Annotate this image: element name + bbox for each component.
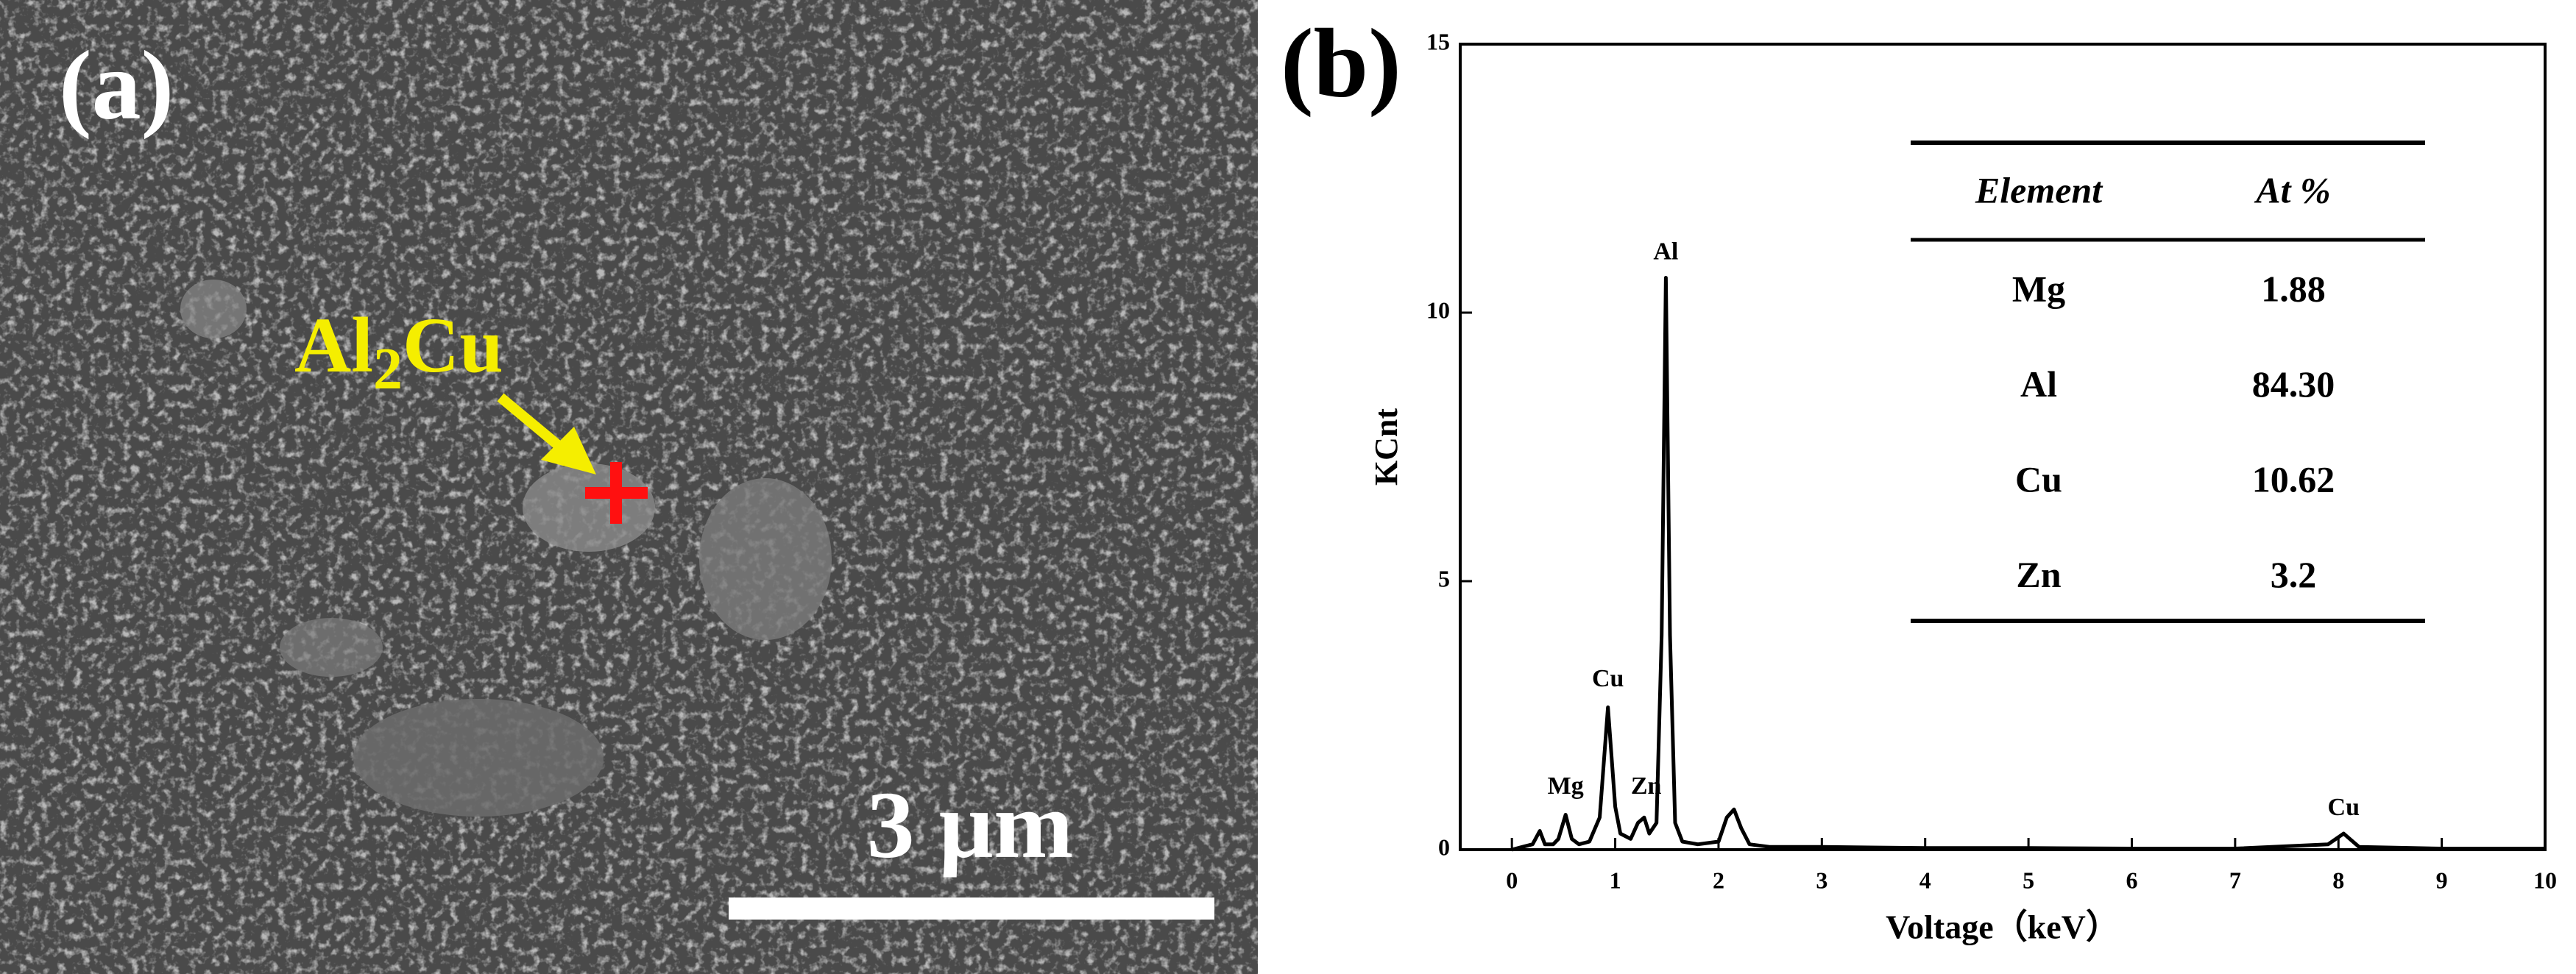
y-tick-label: 10 <box>1426 296 1450 323</box>
table-cell: Al <box>2020 363 2057 405</box>
x-tick-label: 6 <box>2126 867 2137 893</box>
phase-main: Al <box>294 302 373 389</box>
x-axis-label: Voltage（keV） <box>1886 909 2120 946</box>
peak-label: Mg <box>1548 772 1584 800</box>
scale-bar <box>729 897 1214 920</box>
x-tick-label: 5 <box>2023 867 2034 893</box>
x-tick-label: 9 <box>2436 867 2448 893</box>
spectrum-line <box>1511 276 2545 852</box>
x-tick-label: 4 <box>1919 867 1931 893</box>
x-tick-label: 8 <box>2332 867 2344 893</box>
table-cell: 84.30 <box>2252 363 2335 405</box>
y-axis-label: KCnt <box>1368 408 1404 486</box>
panel-label: (a) <box>59 31 174 140</box>
x-tick-label: 2 <box>1713 867 1724 893</box>
table-cell: 3.2 <box>2271 554 2317 595</box>
peak-label: Zn <box>1631 772 1662 800</box>
panel-label: (b) <box>1281 9 1401 118</box>
plot-frame <box>1459 43 2547 851</box>
x-tick-label: 3 <box>1816 867 1827 893</box>
arrow-head <box>541 427 596 474</box>
phase-label: Al2Cu <box>294 302 503 402</box>
table-cell: Cu <box>2015 458 2062 500</box>
table-cell: 1.88 <box>2261 268 2326 309</box>
x-tick-label: 10 <box>2533 867 2557 893</box>
arrow-shaft <box>497 393 570 457</box>
table-cell: 10.62 <box>2252 458 2335 500</box>
phase-tail: Cu <box>403 302 503 389</box>
peak-label: Cu <box>1592 665 1624 692</box>
phase-sub: 2 <box>373 337 403 402</box>
x-tick-label: 0 <box>1506 867 1518 893</box>
y-tick-label: 15 <box>1426 28 1450 54</box>
table-cell: Mg <box>2012 268 2065 309</box>
table-header: At % <box>2254 169 2330 210</box>
x-tick-label: 7 <box>2229 867 2241 893</box>
scale-bar-label: 3 µm <box>867 772 1074 878</box>
table-header: Element <box>1975 169 2103 210</box>
point-marker <box>585 462 648 524</box>
table-cell: Zn <box>2016 554 2061 595</box>
peak-label: Al <box>1653 238 1678 265</box>
y-tick-label: 5 <box>1438 565 1450 591</box>
x-tick-label: 1 <box>1610 867 1621 893</box>
peak-label: Cu <box>2328 794 2360 821</box>
y-tick-label: 0 <box>1438 833 1450 860</box>
